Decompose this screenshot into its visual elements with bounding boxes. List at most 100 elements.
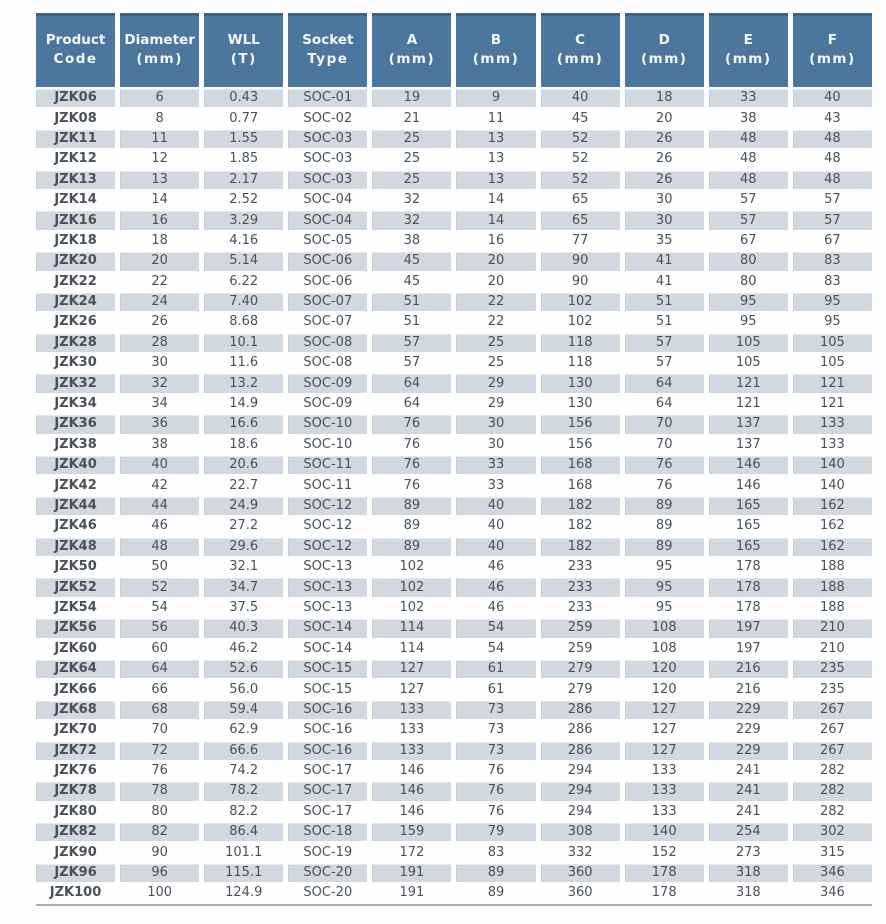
- cell-product-code: JZK44: [36, 496, 116, 516]
- cell-dim-f: 95: [824, 314, 841, 330]
- cell-dim-b: 13: [456, 129, 536, 149]
- cell-dim-e: 57: [740, 192, 757, 208]
- cell-dim-d: 140: [624, 823, 704, 842]
- cell-dim-b: 54: [487, 640, 505, 656]
- cell-socket-type: SOC-12: [288, 496, 368, 516]
- cell-dim-c: 52: [540, 170, 620, 189]
- cell-dim-b: 73: [456, 700, 536, 720]
- cell-product-code: JZK20: [36, 252, 116, 271]
- cell-dim-d: 70: [655, 436, 673, 452]
- cell-socket-type: SOC-02: [303, 110, 353, 126]
- cell-dim-d: 20: [655, 110, 673, 126]
- cell-dim-b: 40: [456, 537, 536, 556]
- cell-dim-d: 133: [651, 763, 677, 779]
- cell-dim-c: 286: [540, 741, 620, 760]
- cell-diameter: 13: [120, 170, 200, 189]
- cell-wll: 0.77: [229, 110, 259, 126]
- cell-dim-b: 29: [487, 396, 505, 412]
- cell-socket-type: SOC-10: [303, 436, 353, 452]
- cell-diameter: 90: [151, 844, 168, 860]
- table-row: JZK40 40 20.6 SOC-11 76 33 168 76 146 140: [36, 456, 872, 475]
- cell-dim-f: 48: [792, 129, 872, 149]
- cell-dim-a: 25: [372, 170, 452, 189]
- column-header-wll: WLL (T): [204, 13, 284, 87]
- cell-dim-b: 33: [487, 477, 505, 493]
- cell-diameter: 11: [120, 129, 200, 149]
- cell-diameter: 12: [151, 151, 168, 167]
- table-row: JZK12 12 1.85 SOC-03 25 13 52 26 48 48: [36, 150, 872, 168]
- cell-dim-e: 178: [708, 578, 788, 597]
- cell-product-code: JZK48: [36, 537, 116, 556]
- cell-dim-d: 26: [655, 151, 673, 167]
- cell-dim-b: 16: [487, 232, 505, 248]
- table-row: JZK08 8 0.77 SOC-02 21 11 45 20 38 43: [36, 109, 872, 127]
- cell-diameter: 46: [151, 518, 168, 534]
- cell-dim-b: 25: [487, 355, 505, 371]
- cell-dim-a: 21: [403, 110, 421, 126]
- cell-dim-b: 30: [456, 415, 536, 434]
- cell-socket-type: SOC-16: [288, 741, 368, 760]
- cell-dim-b: 29: [456, 374, 536, 393]
- cell-product-code: JZK13: [36, 170, 116, 189]
- cell-dim-a: 127: [399, 681, 425, 697]
- cell-socket-type: SOC-03: [288, 129, 368, 149]
- cell-diameter: 44: [120, 496, 200, 516]
- cell-dim-e: 121: [735, 396, 761, 412]
- table-row: JZK38 38 18.6 SOC-10 76 30 156 70 137 133: [36, 436, 872, 454]
- cell-dim-a: 172: [399, 844, 425, 860]
- column-header-dim-c: C (mm): [540, 13, 620, 87]
- cell-dim-c: 182: [540, 496, 620, 516]
- cell-dim-a: 102: [372, 578, 452, 597]
- table-row: JZK13 13 2.17 SOC-03 25 13 52 26 48 48: [36, 170, 872, 189]
- column-header-unit: (mm): [472, 51, 520, 67]
- cell-product-code: JZK50: [54, 559, 97, 575]
- cell-wll: 11.6: [229, 355, 259, 371]
- cell-dim-b: 76: [487, 803, 505, 819]
- cell-socket-type: SOC-12: [288, 537, 368, 556]
- cell-dim-e: 67: [740, 232, 757, 248]
- cell-dim-f: 267: [792, 700, 872, 720]
- cell-diameter: 78: [120, 782, 200, 801]
- cell-dim-e: 165: [708, 496, 788, 516]
- cell-diameter: 66: [151, 681, 168, 697]
- cell-wll: 74.2: [229, 763, 259, 779]
- cell-dim-d: 152: [651, 844, 677, 860]
- cell-dim-a: 89: [372, 496, 452, 516]
- column-header-socket-type: Socket Type: [288, 13, 368, 87]
- table-row: JZK22 22 6.22 SOC-06 45 20 90 41 80 83: [36, 273, 872, 291]
- cell-diameter: 82: [120, 823, 200, 842]
- cell-product-code: JZK38: [54, 436, 97, 452]
- cell-dim-a: 57: [372, 333, 452, 353]
- cell-dim-f: 105: [820, 355, 845, 371]
- column-header-product-code: Product Code: [36, 13, 116, 87]
- cell-dim-b: 22: [456, 292, 536, 312]
- cell-dim-d: 120: [624, 659, 704, 679]
- cell-socket-type: SOC-15: [288, 659, 368, 679]
- cell-dim-a: 191: [372, 863, 452, 883]
- column-header-label: D: [658, 32, 670, 49]
- cell-product-code: JZK52: [36, 578, 116, 597]
- cell-dim-c: 90: [540, 252, 620, 271]
- cell-dim-b: 11: [487, 110, 505, 126]
- cell-dim-d: 76: [624, 456, 704, 475]
- cell-wll: 62.9: [229, 722, 259, 738]
- column-header-dim-e: E (mm): [708, 13, 788, 87]
- cell-wll: 13.2: [204, 374, 284, 393]
- column-header-label: Socket: [302, 32, 354, 49]
- cell-wll: 3.29: [204, 211, 284, 230]
- cell-dim-c: 233: [567, 599, 593, 615]
- cell-dim-b: 61: [456, 659, 536, 679]
- cell-dim-b: 89: [487, 885, 505, 901]
- cell-diameter: 96: [120, 863, 200, 883]
- cell-wll: 4.16: [229, 232, 259, 248]
- cell-dim-c: 168: [540, 456, 620, 475]
- cell-diameter: 8: [155, 110, 164, 126]
- cell-dim-b: 73: [456, 741, 536, 760]
- cell-dim-e: 95: [740, 314, 757, 330]
- cell-dim-f: 48: [792, 170, 872, 189]
- cell-dim-b: 13: [456, 170, 536, 189]
- cell-wll: 24.9: [204, 496, 284, 516]
- cell-dim-f: 133: [792, 415, 872, 434]
- cell-dim-a: 64: [372, 374, 452, 393]
- cell-dim-c: 118: [567, 355, 593, 371]
